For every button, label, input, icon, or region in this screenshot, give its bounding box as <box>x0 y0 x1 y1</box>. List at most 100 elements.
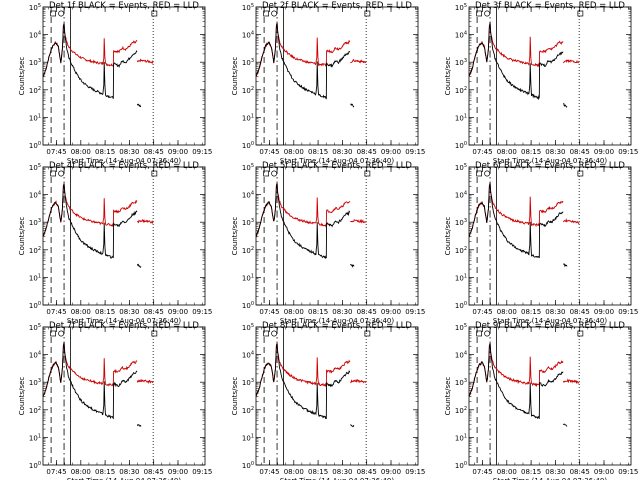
x-tick-label: 09:15 <box>618 308 638 316</box>
x-tick-label: 09:00 <box>381 148 401 156</box>
circle-marker <box>271 170 278 177</box>
square-marker <box>263 10 269 17</box>
y-tick-label: 104 <box>242 191 254 200</box>
y-tick-label: 105 <box>242 3 254 12</box>
y-tick-label: 102 <box>29 86 41 95</box>
y-axis-label: Counts/sec <box>18 377 26 416</box>
x-tick-label: 09:15 <box>618 468 638 476</box>
detector-panel: Det 3f BLACK = Events, RED = LLD 100 101 10… <box>444 1 638 165</box>
x-tick-label: 08:00 <box>497 468 517 476</box>
lld-series-segment <box>350 58 367 64</box>
series-group <box>469 22 580 108</box>
x-tick-label: 09:15 <box>405 468 425 476</box>
y-tick-label: 105 <box>29 323 41 332</box>
x-tick-label: 08:30 <box>545 308 565 316</box>
circle-marker <box>484 10 491 17</box>
square-marker <box>151 170 158 177</box>
y-tick-label: 103 <box>29 58 41 67</box>
x-tick-label: 09:15 <box>192 148 212 156</box>
y-tick-label: 101 <box>455 433 467 442</box>
events-series-segment <box>136 103 142 108</box>
y-tick-label: 100 <box>242 301 254 310</box>
lld-series-segment <box>136 218 154 224</box>
y-axis-label: Counts/sec <box>231 217 239 256</box>
square-marker <box>476 170 482 177</box>
x-tick-label: 09:00 <box>381 308 401 316</box>
series-group <box>469 342 580 427</box>
x-tick-label: 09:00 <box>168 148 188 156</box>
x-tick-label: 08:00 <box>497 308 517 316</box>
y-tick-label: 104 <box>29 351 41 360</box>
y-tick-label: 104 <box>455 31 467 40</box>
y-tick-label: 102 <box>29 406 41 415</box>
events-series-segment <box>136 263 142 268</box>
x-axis-label: Start Time (14-Aug-04 07:36:40) <box>280 477 394 480</box>
detector-panel: Det 7f BLACK = Events, RED = LLD 100 101 10… <box>18 321 212 480</box>
x-tick-label: 08:45 <box>357 148 377 156</box>
lld-series-segment <box>350 379 367 384</box>
x-tick-label: 08:45 <box>570 148 590 156</box>
x-tick-label: 09:15 <box>405 308 425 316</box>
y-tick-label: 103 <box>242 58 254 67</box>
x-tick-label: 07:45 <box>46 308 66 316</box>
x-tick-label: 09:00 <box>594 308 614 316</box>
x-tick-label: 08:45 <box>357 308 377 316</box>
detector-panel: Det 1f BLACK = Events, RED = LLD 100 101 10… <box>18 1 212 165</box>
y-axis-label: Counts/sec <box>444 217 452 256</box>
lld-series-segment <box>136 58 154 65</box>
x-tick-label: 08:15 <box>95 148 115 156</box>
y-tick-label: 101 <box>29 273 41 282</box>
events-series-line <box>469 22 564 101</box>
events-series-segment <box>350 263 355 268</box>
y-tick-label: 105 <box>455 163 467 172</box>
panel-title: Det 4f BLACK = Events, RED = LLD <box>49 161 199 171</box>
square-marker <box>364 170 371 177</box>
y-tick-label: 100 <box>455 141 467 150</box>
x-tick-label: 09:15 <box>192 468 212 476</box>
x-tick-label: 08:00 <box>284 308 304 316</box>
x-tick-label: 08:15 <box>95 468 115 476</box>
x-tick-label: 08:45 <box>144 468 164 476</box>
series-group <box>43 342 154 427</box>
y-tick-label: 103 <box>455 58 467 67</box>
square-marker <box>151 10 158 17</box>
series-group <box>256 342 367 428</box>
x-tick-label: 09:00 <box>594 468 614 476</box>
x-tick-label: 08:15 <box>308 468 328 476</box>
events-series-line <box>256 22 351 100</box>
x-tick-label: 07:45 <box>259 148 279 156</box>
square-marker <box>476 10 482 17</box>
lld-series-segment <box>562 218 580 225</box>
y-tick-label: 105 <box>455 3 467 12</box>
lld-series-segment <box>562 59 580 64</box>
x-tick-label: 08:30 <box>119 148 139 156</box>
y-tick-label: 103 <box>29 378 41 387</box>
detector-panel: Det 2f BLACK = Events, RED = LLD 100 101 10… <box>231 1 425 165</box>
circle-marker <box>271 10 278 17</box>
y-tick-label: 100 <box>242 461 254 470</box>
y-tick-label: 103 <box>242 218 254 227</box>
panel-title: Det 8f BLACK = Events, RED = LLD <box>262 321 412 331</box>
y-tick-label: 104 <box>455 191 467 200</box>
square-marker <box>364 330 371 337</box>
x-tick-label: 07:45 <box>472 468 492 476</box>
x-tick-label: 08:15 <box>521 308 541 316</box>
y-axis-label: Counts/sec <box>444 377 452 416</box>
detector-panel: Det 8f BLACK = Events, RED = LLD 100 101 10… <box>231 321 425 480</box>
x-tick-label: 08:00 <box>71 308 91 316</box>
x-tick-label: 08:15 <box>95 308 115 316</box>
events-series-segment <box>350 103 355 108</box>
x-axis-label: Start Time (14-Aug-04 07:36:40) <box>67 477 181 480</box>
y-tick-label: 104 <box>29 31 41 40</box>
x-tick-label: 08:30 <box>545 468 565 476</box>
series-group <box>43 183 154 268</box>
x-axis-label: Start Time (14-Aug-04 07:36:40) <box>493 477 607 480</box>
y-tick-label: 104 <box>242 351 254 360</box>
x-tick-label: 08:30 <box>332 308 352 316</box>
x-tick-label: 08:15 <box>308 148 328 156</box>
y-tick-label: 100 <box>29 461 41 470</box>
x-tick-label: 08:30 <box>545 148 565 156</box>
y-tick-label: 101 <box>242 433 254 442</box>
events-series-line <box>256 183 351 259</box>
x-tick-label: 09:15 <box>618 148 638 156</box>
